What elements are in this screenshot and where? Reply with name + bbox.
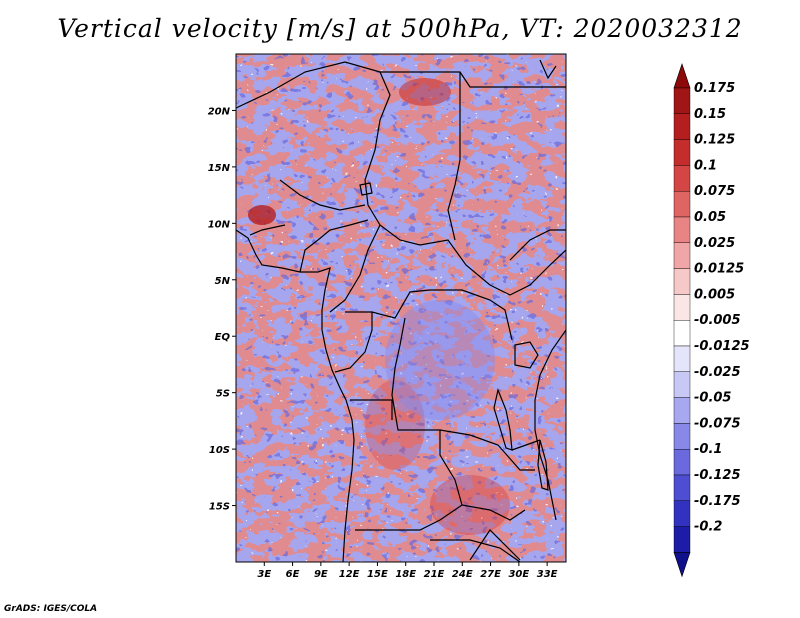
lon-tick-label: 30E: [508, 569, 529, 580]
colorbar-label: -0.075: [694, 416, 741, 431]
colorbar-swatch: [673, 165, 691, 192]
colorbar-label: -0.005: [694, 313, 741, 328]
colorbar-swatch: [673, 87, 691, 114]
chart-title: Vertical velocity [m/s] at 500hPa, VT: 2…: [57, 14, 743, 43]
colorbar-swatch: [673, 268, 691, 295]
colorbar-swatch: [673, 139, 691, 166]
updraft-region-central-south: [365, 380, 425, 470]
updraft-hotspot-west: [248, 205, 276, 225]
colorbar-swatch: [673, 526, 691, 553]
lat-tick-label: 15S: [209, 502, 230, 513]
colorbar-swatch: [673, 423, 691, 450]
latitude-axis: 20N 15N 10N 5N EQ 5S 10S 15S: [208, 106, 236, 513]
colorbar-label: 0.125: [694, 133, 735, 148]
colorbar: 0.175 0.15 0.125 0.1 0.075 0.05 0.025 0.0125 0.0…: [673, 63, 750, 578]
colorbar-swatch: [673, 216, 691, 243]
lat-tick-label: EQ: [215, 332, 231, 343]
colorbar-swatch: [673, 190, 691, 218]
colorbar-label: -0.05: [694, 391, 731, 406]
colorbar-label: 0.0125: [694, 262, 744, 277]
lat-tick-label: 10N: [208, 219, 231, 230]
longitude-axis: 3E 6E 9E 12E 15E 18E 21E 24E 27E 30E 33E: [257, 562, 558, 580]
colorbar-label: -0.1: [694, 442, 722, 457]
lon-tick-label: 21E: [424, 569, 445, 580]
colorbar-swatch: [673, 320, 691, 347]
colorbar-label: 0.175: [694, 81, 735, 96]
map-plot-area: [236, 54, 566, 562]
colorbar-swatch: [673, 345, 691, 372]
grads-credit: GrADS: IGES/COLA: [4, 604, 98, 614]
colorbar-swatch: [673, 500, 691, 527]
colorbar-swatch: [673, 397, 691, 424]
colorbar-swatch: [673, 449, 691, 476]
colorbar-label: -0.0125: [694, 339, 750, 354]
colorbar-label: 0.005: [694, 287, 735, 302]
lat-tick-label: 5S: [216, 389, 230, 400]
colorbar-swatch: [673, 113, 691, 140]
map-frame: [235, 53, 567, 563]
colorbar-label: 0.025: [694, 236, 735, 251]
colorbar-label: -0.025: [694, 365, 741, 380]
colorbar-swatch: [673, 242, 691, 269]
lat-tick-label: 15N: [208, 163, 231, 174]
lon-tick-label: 12E: [339, 569, 360, 580]
lat-tick-label: 5N: [215, 276, 231, 287]
lon-tick-label: 9E: [314, 569, 328, 580]
lon-tick-label: 27E: [480, 569, 501, 580]
coastlines-and-borders: [236, 59, 566, 562]
colorbar-swatch: [673, 474, 691, 501]
updraft-hotspot-south: [430, 475, 510, 535]
colorbar-label: 0.1: [694, 158, 717, 173]
lon-tick-label: 24E: [452, 569, 473, 580]
colorbar-label: -0.125: [694, 468, 741, 483]
lat-tick-label: 20N: [208, 106, 231, 117]
colorbar-bottom-arrow: [673, 552, 691, 578]
lat-tick-label: 10S: [209, 445, 230, 456]
colorbar-label: 0.075: [694, 184, 735, 199]
colorbar-label: 0.05: [694, 210, 726, 225]
colorbar-label: 0.15: [694, 107, 726, 122]
lon-tick-label: 3E: [257, 569, 271, 580]
lon-tick-label: 15E: [367, 569, 388, 580]
colorbar-top-arrow: [673, 63, 691, 89]
lon-tick-label: 18E: [395, 569, 416, 580]
updraft-hotspot-north: [399, 78, 451, 106]
colorbar-swatch: [673, 371, 691, 398]
colorbar-label: -0.175: [694, 494, 741, 509]
lon-tick-label: 6E: [286, 569, 300, 580]
colorbar-swatch: [673, 294, 691, 321]
colorbar-label: -0.2: [694, 520, 722, 535]
lon-tick-label: 33E: [537, 569, 558, 580]
downdraft-region-congo: [385, 300, 495, 420]
